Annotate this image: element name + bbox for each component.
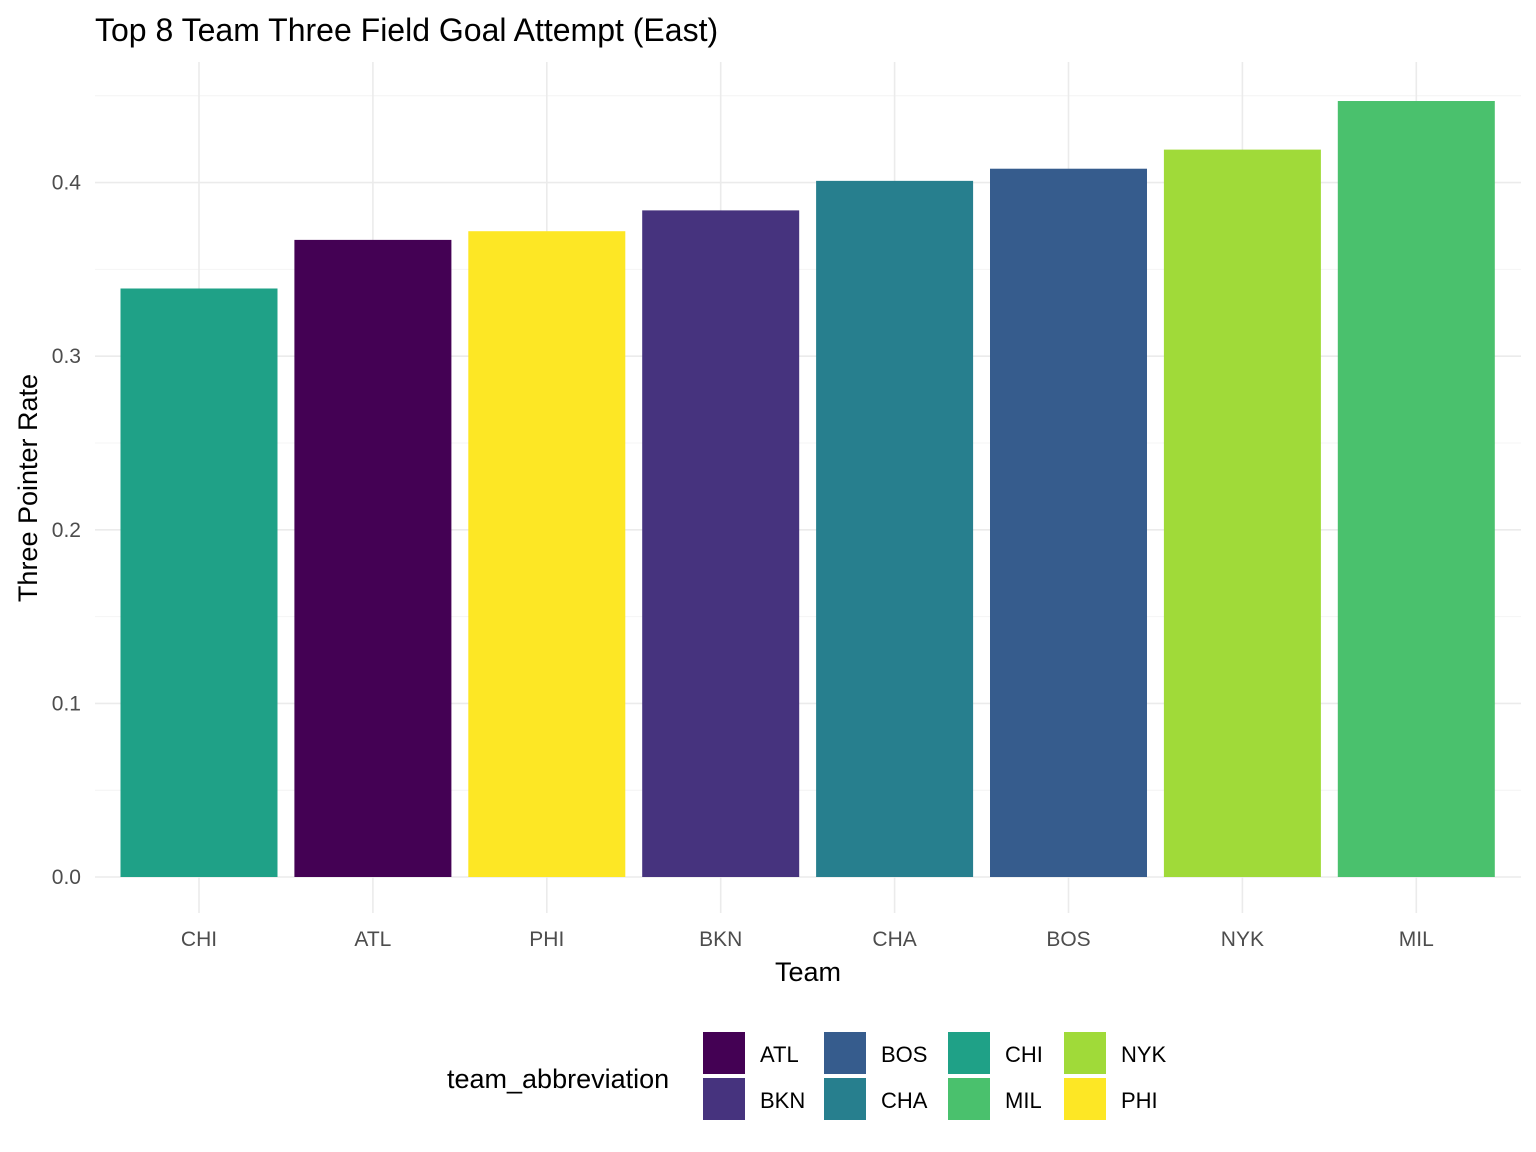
legend-label: ATL bbox=[760, 1042, 799, 1067]
legend-title: team_abbreviation bbox=[447, 1064, 669, 1094]
chart-title: Top 8 Team Three Field Goal Attempt (Eas… bbox=[95, 12, 718, 48]
x-tick-label: CHA bbox=[872, 928, 916, 951]
legend-label: BOS bbox=[881, 1042, 927, 1067]
x-tick-label: PHI bbox=[529, 928, 564, 951]
legend: team_abbreviation ATL BKN BOS CHA CHI MIL NYK P… bbox=[447, 1032, 1167, 1120]
bar-mil bbox=[1337, 101, 1495, 878]
legend-key-phi bbox=[1064, 1078, 1106, 1120]
x-tick-label: CHI bbox=[181, 928, 217, 951]
y-tick-label: 0.0 bbox=[52, 866, 81, 889]
bar-chi bbox=[120, 288, 278, 878]
x-tick-label: MIL bbox=[1399, 928, 1434, 951]
bar-nyk bbox=[1163, 149, 1321, 878]
x-tick-label: BKN bbox=[699, 928, 742, 951]
bar-bkn bbox=[642, 210, 800, 878]
x-axis-ticks: CHI ATL PHI BKN CHA BOS NYK MIL bbox=[181, 928, 1434, 951]
x-axis-title: Team bbox=[775, 957, 841, 987]
legend-label: MIL bbox=[1005, 1088, 1042, 1113]
legend-key-bos bbox=[824, 1032, 866, 1074]
y-tick-label: 0.2 bbox=[52, 519, 81, 542]
legend-key-cha bbox=[824, 1078, 866, 1120]
legend-label: CHA bbox=[881, 1088, 928, 1113]
bar-phi bbox=[468, 231, 626, 877]
bar-atl bbox=[294, 239, 452, 877]
bar-bos bbox=[990, 168, 1147, 877]
legend-label: CHI bbox=[1005, 1042, 1043, 1067]
legend-items: ATL BKN BOS CHA CHI MIL NYK PHI bbox=[703, 1032, 1167, 1120]
legend-label: PHI bbox=[1121, 1088, 1158, 1113]
legend-key-mil bbox=[948, 1078, 990, 1120]
y-tick-label: 0.1 bbox=[52, 692, 81, 715]
y-axis-title: Three Pointer Rate bbox=[13, 374, 43, 602]
y-tick-label: 0.3 bbox=[52, 345, 81, 368]
y-tick-label: 0.4 bbox=[52, 172, 82, 195]
bars bbox=[120, 101, 1495, 878]
legend-key-nyk bbox=[1064, 1032, 1106, 1074]
x-tick-label: NYK bbox=[1221, 928, 1264, 951]
legend-key-chi bbox=[948, 1032, 990, 1074]
legend-label: NYK bbox=[1121, 1042, 1167, 1067]
legend-key-atl bbox=[703, 1032, 745, 1074]
x-tick-label: ATL bbox=[354, 928, 391, 951]
legend-key-bkn bbox=[703, 1078, 745, 1120]
y-axis-ticks: 0.0 0.1 0.2 0.3 0.4 bbox=[52, 172, 82, 889]
x-tick-label: BOS bbox=[1046, 928, 1090, 951]
legend-label: BKN bbox=[760, 1088, 805, 1113]
bar-cha bbox=[816, 180, 974, 877]
